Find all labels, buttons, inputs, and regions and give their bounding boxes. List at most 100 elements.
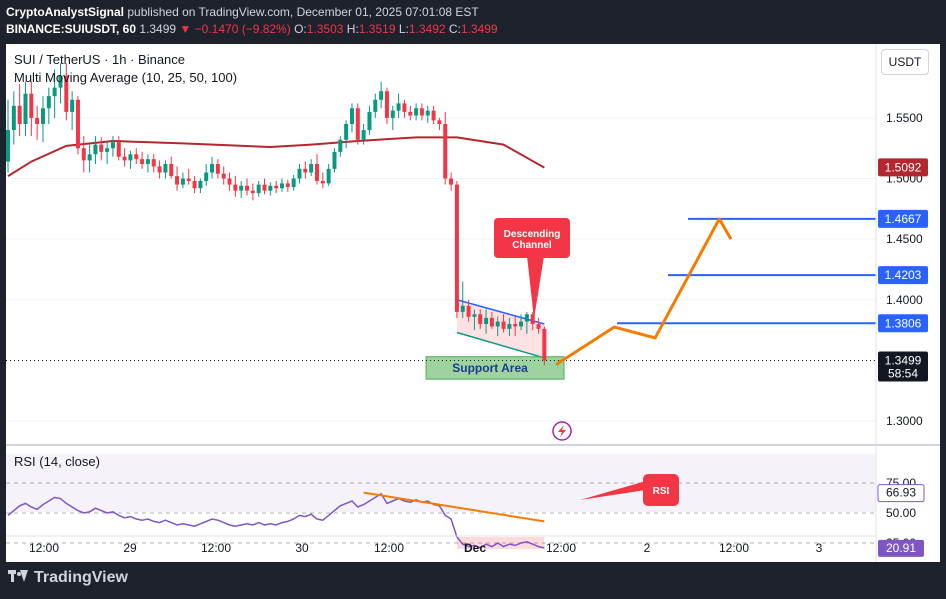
candle[interactable] [449,178,454,185]
candle[interactable] [314,164,319,181]
candle[interactable] [542,328,547,361]
candle[interactable] [425,110,430,116]
projected-path-arrow[interactable] [555,217,733,366]
rsi-trend-line[interactable] [363,491,545,523]
candle[interactable] [29,93,34,118]
candle[interactable] [326,168,331,184]
candle[interactable] [355,108,360,140]
candle[interactable] [280,183,285,189]
lightning-icon[interactable] [552,421,572,441]
candle[interactable] [186,178,191,181]
candle[interactable] [338,139,343,152]
candle[interactable] [93,144,98,155]
candle[interactable] [390,110,395,118]
candle[interactable] [344,124,349,140]
candle[interactable] [81,148,86,161]
candle[interactable] [484,317,489,324]
candle[interactable] [507,324,512,329]
candle[interactable] [524,314,529,322]
candle[interactable] [309,164,314,173]
candle[interactable] [163,164,168,173]
candle[interactable] [40,108,45,124]
candle[interactable] [297,168,302,179]
channel-upper-line[interactable] [456,299,545,325]
candle[interactable] [157,166,162,173]
candle[interactable] [215,164,220,174]
candle[interactable] [175,176,180,185]
candle[interactable] [320,180,325,184]
candle[interactable] [419,108,424,116]
candle[interactable] [221,173,226,179]
candle[interactable] [87,154,92,161]
candle[interactable] [285,183,290,188]
candle[interactable] [402,103,407,112]
candle[interactable] [414,108,419,116]
candle[interactable] [35,117,40,124]
candle[interactable] [180,178,185,185]
support-area-zone[interactable] [425,356,565,380]
candle[interactable] [151,159,156,167]
candle[interactable] [367,111,372,131]
candle[interactable] [478,314,483,324]
candle[interactable] [105,148,110,152]
candle[interactable] [128,154,133,161]
candle[interactable] [536,324,541,329]
candle[interactable] [513,324,518,327]
candle[interactable] [23,93,28,124]
candle[interactable] [110,142,115,149]
candle[interactable] [134,154,139,160]
candle[interactable] [122,156,127,161]
candle[interactable] [384,91,389,118]
candle[interactable] [46,96,51,109]
candle[interactable] [227,178,232,185]
candle[interactable] [408,111,413,116]
rsi-line[interactable] [7,492,545,549]
candle[interactable] [11,105,16,131]
candle[interactable] [99,144,104,152]
candle[interactable] [58,75,63,88]
candle[interactable] [233,184,238,191]
candle[interactable] [454,184,459,312]
indicator-legend[interactable]: Multi Moving Average (10, 25, 50, 100) [14,70,238,85]
candle[interactable] [361,130,366,140]
channel-lower-line[interactable] [456,331,545,359]
candle[interactable] [204,172,209,181]
candle[interactable] [373,99,378,112]
candle[interactable] [274,185,279,189]
tradingview-logo[interactable]: TradingView [8,569,128,587]
candle[interactable] [250,190,255,194]
candle[interactable] [303,168,308,173]
candle[interactable] [431,110,436,121]
candle[interactable] [198,180,203,189]
candle[interactable] [64,75,69,112]
candle[interactable] [349,108,354,124]
candle[interactable] [70,99,75,112]
candle[interactable] [460,305,465,312]
candle[interactable] [466,305,471,317]
chart-canvas[interactable]: Support Area Descending Channel RSI 1.55… [6,44,940,562]
chart-area[interactable]: Support Area Descending Channel RSI 1.55… [6,44,940,562]
candle[interactable] [443,124,448,179]
rsi-legend[interactable]: RSI (14, close) [14,454,100,469]
candle[interactable] [495,321,500,327]
candle[interactable] [332,151,337,169]
candle[interactable] [192,180,197,189]
candle[interactable] [262,184,267,191]
candle[interactable] [256,184,261,194]
currency-button[interactable]: USDT [881,49,929,75]
candle[interactable] [140,159,145,164]
candle[interactable] [379,91,384,100]
candle[interactable] [245,185,250,191]
candle[interactable] [210,164,215,173]
candle[interactable] [437,120,442,124]
candle[interactable] [268,185,273,191]
candle[interactable] [116,142,121,157]
author-name[interactable]: CryptoAnalystSignal [6,5,125,19]
candle[interactable] [145,159,150,164]
candle[interactable] [6,130,10,162]
moving-average-line[interactable] [7,136,545,177]
candle[interactable] [52,87,57,97]
candle[interactable] [17,105,22,124]
candle[interactable] [239,185,244,191]
candle[interactable] [75,99,80,149]
